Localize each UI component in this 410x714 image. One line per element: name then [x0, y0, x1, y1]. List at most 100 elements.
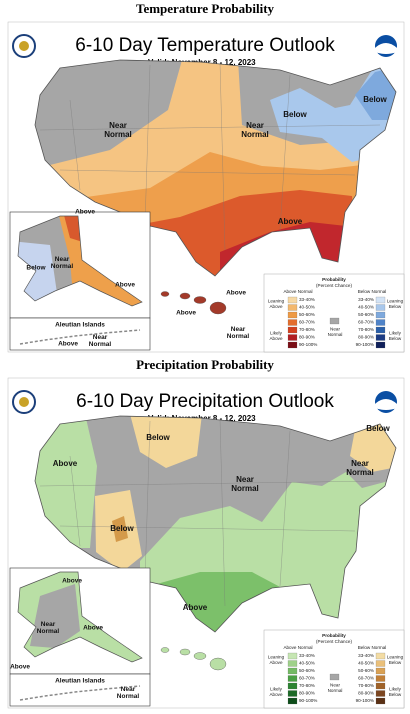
state-border: [279, 74, 291, 231]
legend-lean-above: Leaning Above: [268, 655, 285, 665]
legend-below-head: Below Normal: [358, 645, 387, 650]
legend-swatch: [375, 675, 386, 682]
region-label: Above: [183, 603, 208, 612]
hawaii-island: [193, 296, 207, 304]
outlook-panel: Precipitation Probability 6-10 Day Precip…: [7, 357, 405, 709]
legend-title: Probability: [322, 633, 346, 638]
alaska-label: Above: [62, 578, 82, 585]
legend-subtitle: (Percent Chance): [316, 283, 352, 288]
aleutian-inset: [9, 317, 151, 351]
legend-lean-above: Leaning Above: [268, 299, 285, 309]
region-label: Below: [110, 524, 134, 533]
legend-swatch: [287, 326, 298, 334]
legend-level: 70-80%: [299, 327, 315, 332]
legend-swatch: [375, 341, 386, 349]
legend-near: Near Normal: [328, 327, 343, 337]
hawaii-label: Above: [176, 310, 196, 317]
aleutian-title: Aleutian Islands: [55, 678, 105, 685]
legend-level: 60-70%: [299, 320, 315, 325]
legend-level: 40-50%: [299, 661, 315, 666]
legend-level: 90-100%: [356, 698, 374, 703]
state-border: [144, 64, 151, 226]
legend-swatch: [375, 304, 386, 311]
section-heading: Temperature Probability: [136, 1, 275, 16]
legend-level: 70-80%: [299, 683, 315, 688]
alaska-label: Above: [75, 209, 95, 216]
legend-level: 60-70%: [358, 320, 374, 325]
state-border: [69, 99, 81, 191]
legend-swatch: [287, 304, 298, 311]
legend-swatch: [375, 326, 386, 334]
legend-swatch: [329, 673, 340, 681]
region-label: Above: [278, 217, 303, 226]
legend-swatch: [375, 682, 386, 690]
region-label: Below: [363, 95, 387, 104]
legend-swatch: [287, 341, 298, 349]
probability-zone: [30, 584, 80, 648]
state-border: [219, 62, 226, 251]
legend-level: 33-40%: [358, 653, 374, 658]
region-label: Below: [283, 110, 307, 119]
legend-swatch: [287, 311, 298, 319]
doc-logo-center: [19, 41, 29, 51]
legend-swatch: [287, 697, 298, 705]
legend-above-head: Above Normal: [283, 645, 312, 650]
legend-swatch: [287, 319, 298, 326]
legend-level: 80-90%: [358, 691, 374, 696]
legend-swatch: [375, 319, 386, 326]
legend-swatch: [287, 682, 298, 690]
legend-level: 40-50%: [358, 305, 374, 310]
legend-level: 40-50%: [299, 305, 315, 310]
hawaii-island: [179, 648, 191, 656]
legend-subtitle: (Percent Chance): [316, 639, 352, 644]
state-border: [279, 430, 291, 587]
noaa-logo-wave: [375, 43, 397, 54]
legend-level: 33-40%: [358, 297, 374, 302]
legend-swatch: [287, 667, 298, 675]
legend-swatch: [375, 311, 386, 319]
map-title: 6-10 Day Temperature Outlook: [75, 35, 335, 56]
legend-likely-below: Likely Below: [389, 687, 402, 697]
region-label: Near Normal: [104, 121, 132, 139]
legend-level: 50-60%: [358, 312, 374, 317]
outlook-panel: Temperature Probability 6-10 Day Temperat…: [7, 1, 405, 353]
region-label: Below: [146, 433, 170, 442]
legend-level: 50-60%: [299, 668, 315, 673]
state-border: [144, 420, 151, 582]
region-label: Above: [53, 459, 78, 468]
hawaii-island: [209, 301, 227, 315]
doc-logo-center: [19, 397, 29, 407]
probability-zone: [35, 416, 97, 548]
alaska-label: Above: [10, 664, 30, 671]
legend-swatch: [375, 660, 386, 667]
legend-level: 80-90%: [358, 335, 374, 340]
legend-likely-above: Likely Above: [269, 687, 282, 697]
legend-swatch: [329, 317, 340, 325]
region-label: Near Normal: [241, 121, 269, 139]
aleutian-label: Above: [58, 341, 78, 348]
legend-near: Near Normal: [328, 683, 343, 693]
legend-level: 60-70%: [358, 676, 374, 681]
legend-level: 80-90%: [299, 691, 315, 696]
map-title: 6-10 Day Precipitation Outlook: [76, 391, 334, 412]
section-heading: Precipitation Probability: [136, 357, 274, 372]
state-border: [39, 480, 381, 487]
legend-above-head: Above Normal: [283, 289, 312, 294]
state-border: [219, 418, 226, 607]
legend-swatch: [375, 697, 386, 705]
legend-swatch: [287, 652, 298, 660]
conus-outline: [34, 59, 397, 277]
alaska-label: Near Normal: [51, 255, 74, 269]
alaska-outline: [17, 571, 143, 663]
aleutian-chain: [19, 685, 141, 701]
legend-level: 70-80%: [358, 327, 374, 332]
legend-level: 50-60%: [358, 668, 374, 673]
alaska-label: Above: [115, 282, 135, 289]
legend-swatch: [287, 690, 298, 697]
aleutian-inset: [9, 673, 151, 707]
legend-level: 33-40%: [299, 653, 315, 658]
legend-lean-below: Leaning Below: [387, 299, 404, 309]
legend-level: 60-70%: [299, 676, 315, 681]
legend-lean-below: Leaning Below: [387, 655, 404, 665]
